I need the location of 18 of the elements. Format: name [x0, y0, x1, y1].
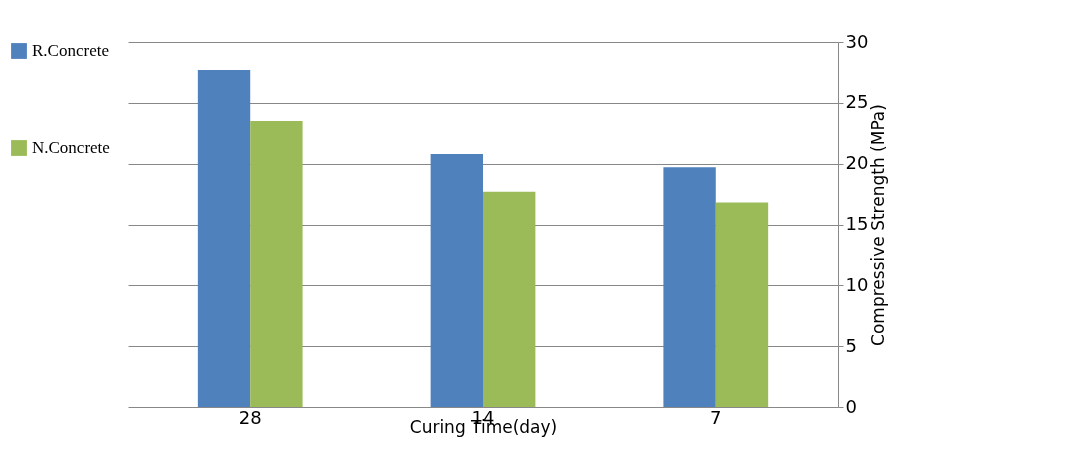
legend-label: N.Concrete — [32, 138, 110, 157]
legend-label: R.Concrete — [32, 41, 109, 60]
y-tick-label: 0 — [845, 395, 857, 417]
y-tick-label: 30 — [845, 30, 869, 52]
bar — [715, 202, 769, 407]
bar — [250, 121, 303, 407]
y-tick-label: 15 — [845, 213, 869, 234]
x-tick-label: 7 — [710, 406, 722, 428]
y-tick-label: 10 — [845, 273, 869, 295]
y-axis-title: Compressive Strength (MPa) — [868, 104, 889, 346]
y-tick-label: 20 — [845, 152, 869, 174]
y-tick-label: 25 — [845, 91, 869, 113]
x-tick-label: 28 — [238, 406, 262, 428]
y-tick-label: 5 — [845, 334, 857, 356]
bar — [663, 167, 716, 407]
bar — [483, 191, 536, 407]
bar — [197, 69, 251, 407]
bar — [430, 153, 483, 407]
